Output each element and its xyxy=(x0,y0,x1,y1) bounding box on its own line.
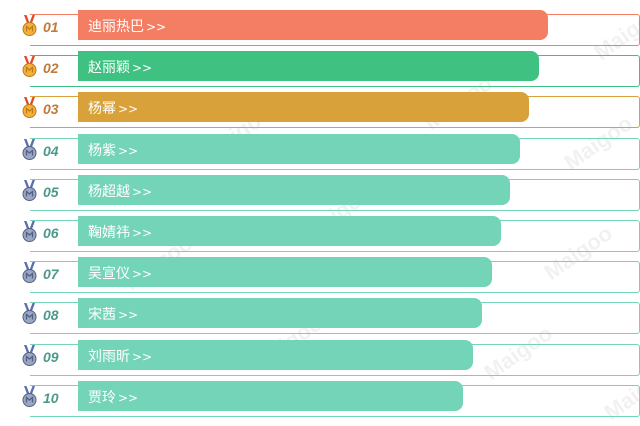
gold-medal-icon xyxy=(22,56,37,78)
popularity-bar[interactable]: 刘雨昕 >> xyxy=(78,339,473,370)
popularity-bar[interactable]: 吴宣仪 >> xyxy=(78,257,492,288)
star-name: 赵丽颖 xyxy=(88,60,130,77)
double-chevron-right-icon: >> xyxy=(118,102,139,117)
ranking-row[interactable]: 05 杨超越 >> xyxy=(0,174,640,211)
star-name: 迪丽热巴 xyxy=(88,19,144,35)
rank-number: 02 xyxy=(43,60,59,77)
silver-medal-icon xyxy=(22,179,37,201)
rank-number: 09 xyxy=(43,348,59,365)
popularity-bar[interactable]: 杨紫 >> xyxy=(78,133,520,164)
gold-medal-icon xyxy=(22,97,37,119)
ranking-row[interactable]: 06 鞠婧祎 >> xyxy=(0,216,640,252)
ranking-row[interactable]: 07 吴宣仪 >> xyxy=(0,257,640,294)
double-chevron-right-icon: >> xyxy=(118,390,139,405)
star-name-link[interactable]: 杨紫 >> xyxy=(88,140,138,160)
star-name-link[interactable]: 刘雨昕 >> xyxy=(88,346,152,366)
star-name: 杨紫 xyxy=(88,142,116,159)
ranking-row[interactable]: 01 迪丽热巴 >> xyxy=(0,10,640,46)
ranking-row[interactable]: 08 宋茜 >> xyxy=(0,298,640,335)
rank-number: 01 xyxy=(43,19,59,35)
star-name: 吴宣仪 xyxy=(88,266,130,283)
popularity-bar[interactable]: 杨超越 >> xyxy=(78,174,510,205)
popularity-bar[interactable]: 贾玲 >> xyxy=(78,380,463,411)
rank-number: 04 xyxy=(43,142,59,159)
star-name-link[interactable]: 宋茜 >> xyxy=(88,304,138,324)
star-name-link[interactable]: 杨超越 >> xyxy=(88,181,152,201)
rank-number: 07 xyxy=(43,266,59,283)
rank-number: 03 xyxy=(43,101,59,118)
popularity-bar[interactable]: 赵丽颖 >> xyxy=(78,51,539,82)
silver-medal-icon xyxy=(22,138,37,160)
ranking-row[interactable]: 02 赵丽颖 >> xyxy=(0,51,640,88)
star-name: 贾玲 xyxy=(88,389,116,406)
star-name: 刘雨昕 xyxy=(88,348,130,365)
rank-number: 10 xyxy=(43,389,59,406)
double-chevron-right-icon: >> xyxy=(132,267,153,282)
star-name-link[interactable]: 贾玲 >> xyxy=(88,387,138,407)
silver-medal-icon xyxy=(22,303,37,325)
silver-medal-icon xyxy=(22,262,37,284)
star-name-link[interactable]: 迪丽热巴 >> xyxy=(88,16,166,36)
popularity-bar[interactable]: 迪丽热巴 >> xyxy=(78,10,548,40)
rank-number: 08 xyxy=(43,307,59,324)
silver-medal-icon xyxy=(22,221,37,242)
star-name-link[interactable]: 杨幂 >> xyxy=(88,98,138,118)
ranking-row[interactable]: 09 刘雨昕 >> xyxy=(0,339,640,376)
star-name: 宋茜 xyxy=(88,307,116,324)
rank-number: 05 xyxy=(43,183,59,200)
double-chevron-right-icon: >> xyxy=(118,308,139,323)
star-name-link[interactable]: 赵丽颖 >> xyxy=(88,57,152,77)
double-chevron-right-icon: >> xyxy=(132,61,153,76)
popularity-bar[interactable]: 宋茜 >> xyxy=(78,298,482,329)
rank-number: 06 xyxy=(43,225,59,241)
star-name-link[interactable]: 鞠婧祎 >> xyxy=(88,222,152,242)
star-name: 杨超越 xyxy=(88,183,130,200)
star-name: 杨幂 xyxy=(88,101,116,118)
star-name: 鞠婧祎 xyxy=(88,225,130,241)
star-name-link[interactable]: 吴宣仪 >> xyxy=(88,263,152,283)
double-chevron-right-icon: >> xyxy=(132,226,153,240)
silver-medal-icon xyxy=(22,385,37,407)
double-chevron-right-icon: >> xyxy=(118,143,139,158)
gold-medal-icon xyxy=(22,15,37,36)
popularity-bar[interactable]: 杨幂 >> xyxy=(78,92,529,123)
ranking-row[interactable]: 10 贾玲 >> xyxy=(0,380,640,417)
double-chevron-right-icon: >> xyxy=(146,20,167,34)
ranking-row[interactable]: 04 杨紫 >> xyxy=(0,133,640,170)
ranking-row[interactable]: 03 杨幂 >> xyxy=(0,92,640,129)
silver-medal-icon xyxy=(22,344,37,366)
popularity-bar[interactable]: 鞠婧祎 >> xyxy=(78,216,501,246)
double-chevron-right-icon: >> xyxy=(132,184,153,199)
double-chevron-right-icon: >> xyxy=(132,349,153,364)
